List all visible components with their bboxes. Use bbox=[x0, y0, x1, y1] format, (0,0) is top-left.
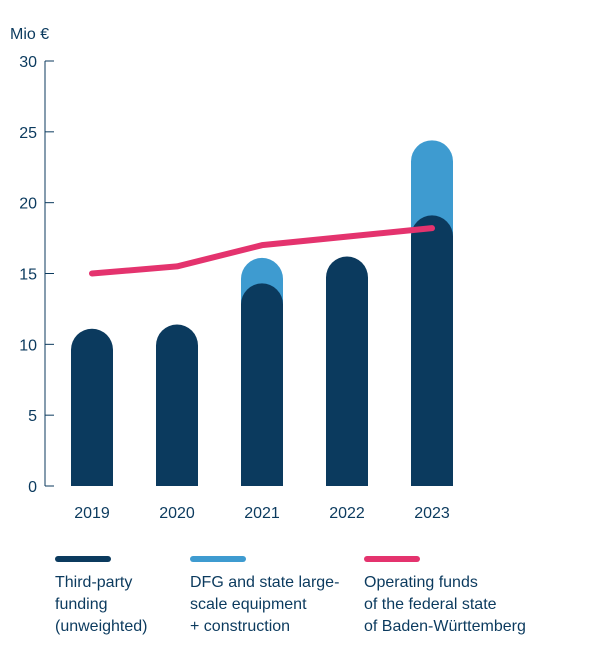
legend-label: Third-party funding (unweighted) bbox=[55, 574, 148, 635]
x-tick-label: 2021 bbox=[244, 505, 280, 522]
legend-swatch bbox=[190, 556, 246, 562]
bars bbox=[71, 140, 453, 487]
bar-third-party-2019 bbox=[71, 328, 113, 486]
y-tick-label: 0 bbox=[28, 479, 37, 496]
unit-label: Mio € bbox=[10, 26, 49, 43]
legend-label: Operating funds of the federal state of … bbox=[364, 574, 526, 635]
x-tick-label: 2020 bbox=[159, 505, 195, 522]
x-axis-labels: 2019 2020 2021 2022 2023 bbox=[74, 505, 450, 522]
x-tick-label: 2022 bbox=[329, 505, 365, 522]
bar-third-party-2020 bbox=[156, 324, 198, 486]
bar-third-party-2022 bbox=[326, 256, 368, 486]
y-tick-label: 10 bbox=[19, 337, 37, 354]
y-tick-label: 25 bbox=[19, 125, 37, 142]
bar-third-party-2023 bbox=[411, 215, 453, 486]
bar-third-party-2021 bbox=[241, 283, 283, 486]
y-tick-label: 30 bbox=[19, 54, 37, 71]
legend-swatch bbox=[364, 556, 420, 562]
y-tick-label: 5 bbox=[28, 408, 37, 425]
legend-item-dfg: DFG and state large- scale equipment + c… bbox=[190, 556, 339, 638]
y-tick-label: 15 bbox=[19, 267, 37, 284]
chart: Mio € 0 5 10 15 20 25 30 2019 2020 2021 2022 2023 bbox=[10, 26, 453, 522]
x-tick-label: 2023 bbox=[414, 505, 450, 522]
legend-swatch bbox=[55, 556, 111, 562]
legend: Third-party funding (unweighted) DFG and… bbox=[0, 556, 600, 656]
y-tick-label: 20 bbox=[19, 196, 37, 213]
line-series bbox=[89, 225, 435, 277]
line-operating-funds bbox=[89, 225, 435, 277]
y-axis: 0 5 10 15 20 25 30 bbox=[19, 54, 54, 496]
legend-item-third-party: Third-party funding (unweighted) bbox=[55, 556, 148, 638]
legend-label: DFG and state large- scale equipment + c… bbox=[190, 574, 340, 635]
x-tick-label: 2019 bbox=[74, 505, 110, 522]
legend-item-operating-funds: Operating funds of the federal state of … bbox=[364, 556, 526, 638]
